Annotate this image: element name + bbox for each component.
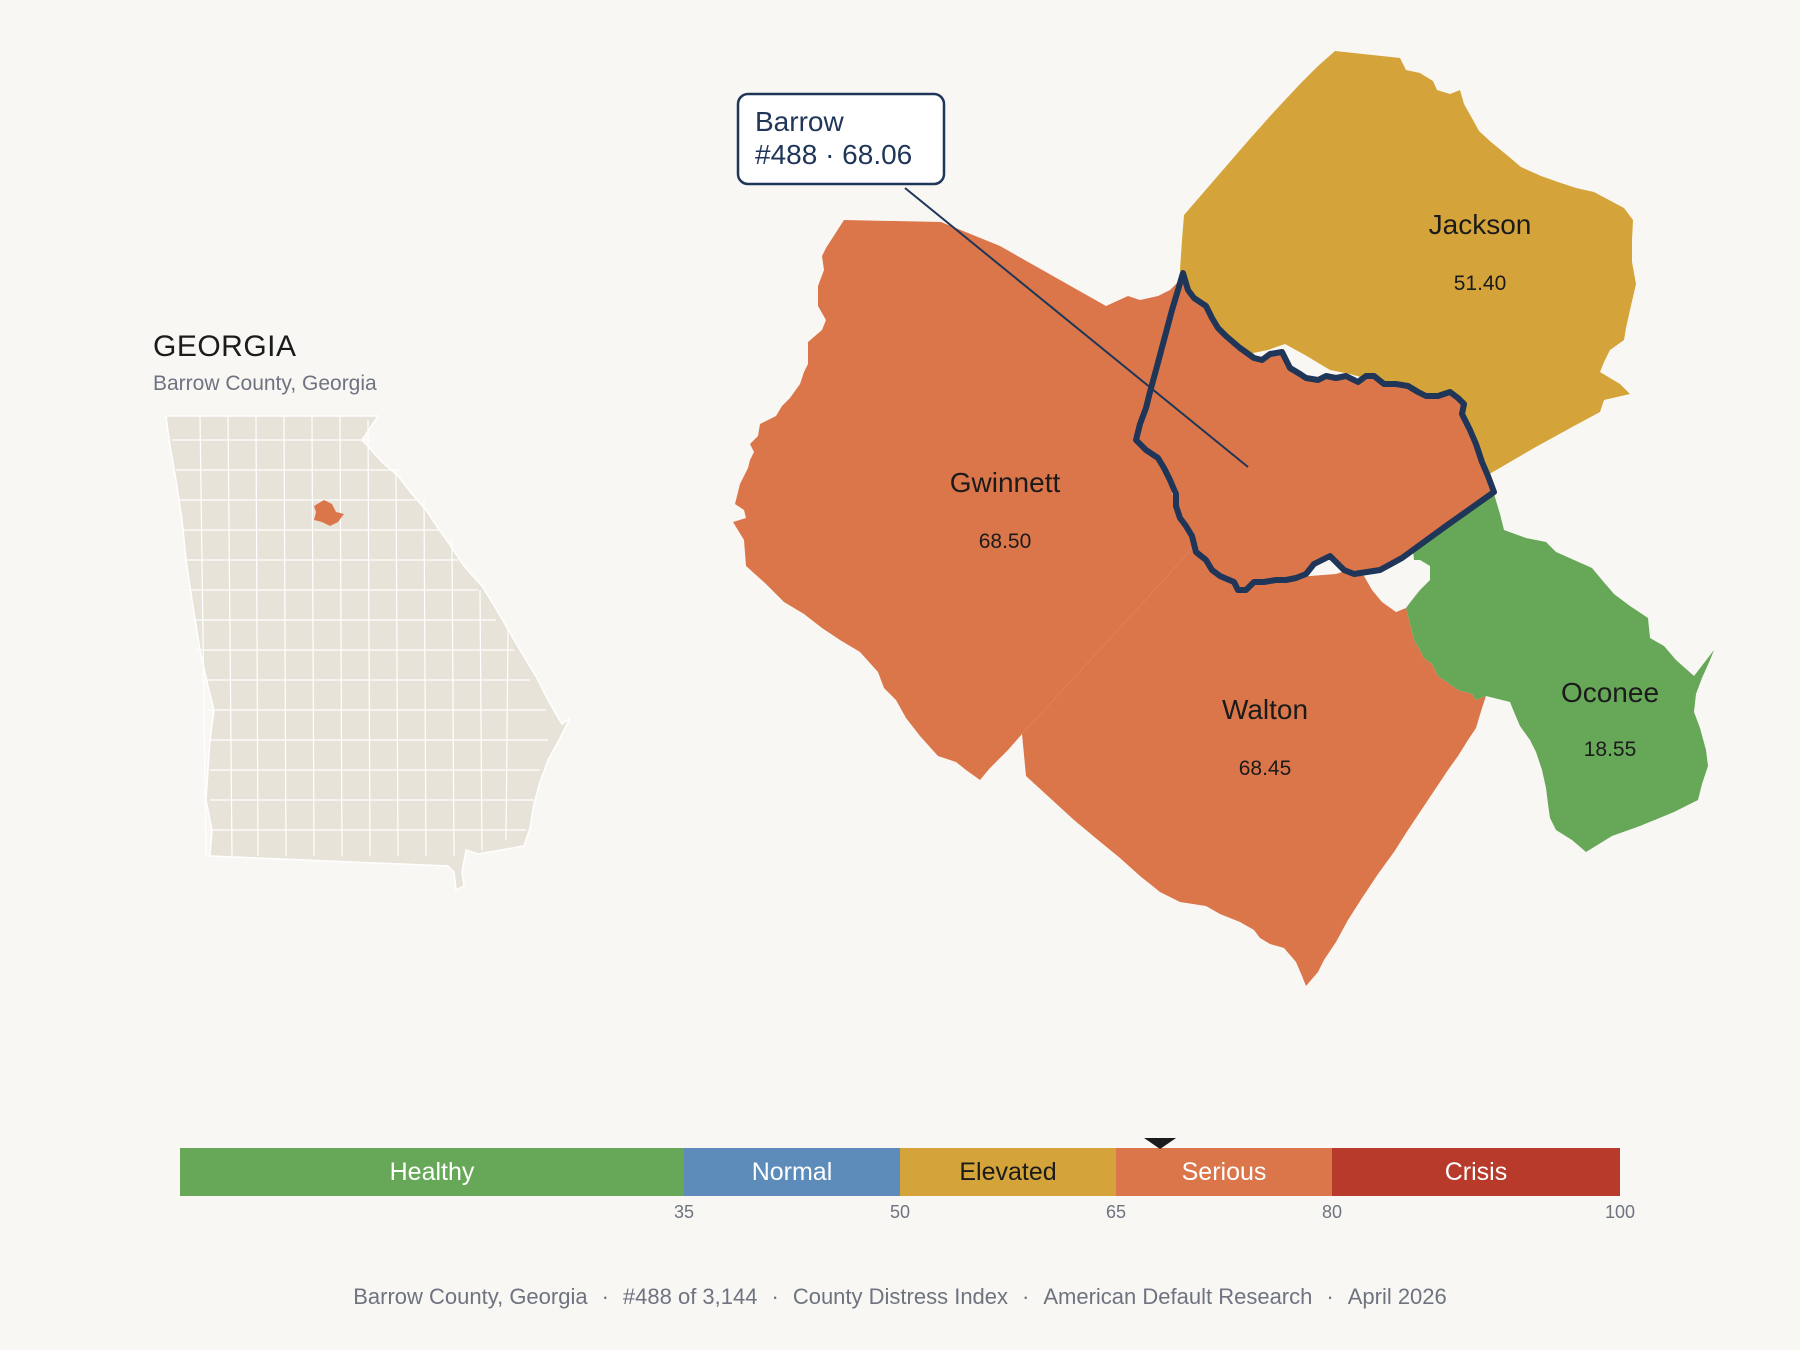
inset-georgia-outline <box>165 415 571 892</box>
callout-leader-line <box>904 187 1249 468</box>
legend-tick-65: 65 <box>1106 1202 1126 1222</box>
callout-county-name: Barrow <box>755 106 844 137</box>
legend-band-label-serious: Serious <box>1182 1158 1267 1186</box>
legend-band-label-healthy: Healthy <box>390 1158 475 1186</box>
legend-band-healthy <box>180 1148 684 1196</box>
label-gwinnett-value: 68.50 <box>979 530 1032 553</box>
label-oconee-value: 18.55 <box>1584 738 1637 761</box>
legend-band-crisis <box>1332 1148 1620 1196</box>
distress-legend: Healthy Normal Elevated Serious Crisis 35 50 65… <box>180 1138 1635 1222</box>
legend-band-elevated <box>900 1148 1116 1196</box>
inset-georgia-map <box>165 415 571 892</box>
label-oconee-name: Oconee <box>1561 677 1659 708</box>
footer: Barrow County, Georgia · #488 of 3,144 · Cou… <box>353 1284 1447 1309</box>
inset-barrow-highlight <box>314 500 344 526</box>
legend-band-normal <box>684 1148 900 1196</box>
county-barrow[interactable] <box>1133 270 1497 593</box>
footer-index-name: County Distress Index <box>792 1284 1009 1309</box>
label-walton-name: Walton <box>1222 694 1308 725</box>
footer-county: Barrow County, Georgia <box>353 1284 588 1309</box>
legend-tick-80: 80 <box>1322 1202 1342 1222</box>
callout-box <box>736 92 946 186</box>
county-labels: Jackson 51.40 Gwinnett 68.50 Walton 68.4… <box>950 209 1659 780</box>
legend-tick-100: 100 <box>1605 1202 1635 1222</box>
county-walton[interactable] <box>1022 506 1486 986</box>
label-jackson-name: Jackson <box>1429 209 1532 240</box>
label-walton-value: 68.45 <box>1239 757 1292 780</box>
callout-detail: #488 · 68.06 <box>755 139 912 170</box>
inset-subtitle: Barrow County, Georgia <box>153 372 377 395</box>
county-gwinnett[interactable] <box>733 220 1202 780</box>
county-map: Jackson 51.40 Gwinnett 68.50 Walton 68.4… <box>733 51 1714 986</box>
legend-current-marker <box>1144 1138 1177 1149</box>
inset-county-lines <box>172 415 548 857</box>
county-oconee[interactable] <box>1400 476 1714 852</box>
county-jackson[interactable] <box>1180 51 1636 496</box>
legend-band-serious <box>1116 1148 1332 1196</box>
legend-band-label-crisis: Crisis <box>1445 1158 1508 1186</box>
legend-band-label-normal: Normal <box>752 1158 833 1186</box>
label-jackson-value: 51.40 <box>1454 272 1507 295</box>
label-gwinnett-name: Gwinnett <box>950 467 1061 498</box>
legend-tick-50: 50 <box>890 1202 910 1222</box>
legend-band-label-elevated: Elevated <box>959 1158 1056 1186</box>
footer-date: April 2026 <box>1347 1284 1447 1309</box>
inset-state-title: GEORGIA <box>153 330 297 363</box>
footer-rank: #488 of 3,144 <box>622 1284 758 1309</box>
legend-tick-35: 35 <box>674 1202 694 1222</box>
footer-source: American Default Research <box>1043 1284 1313 1309</box>
barrow-callout: Barrow #488 · 68.06 <box>736 92 946 186</box>
